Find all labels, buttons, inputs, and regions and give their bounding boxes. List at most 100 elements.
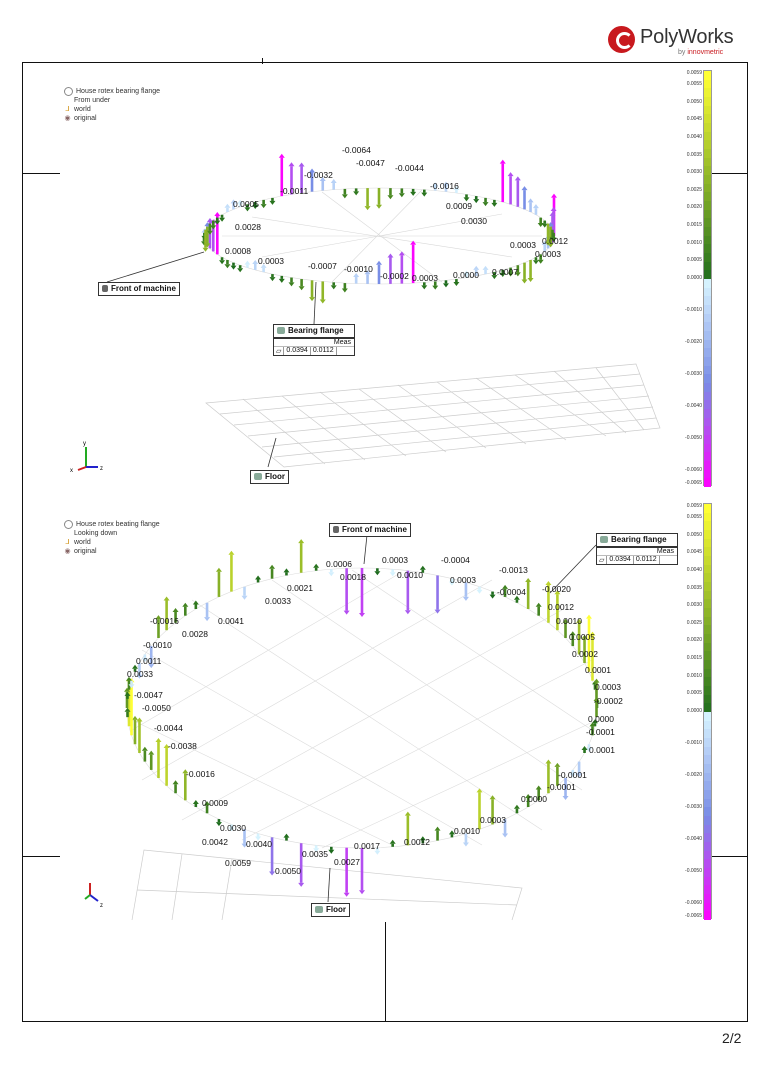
deviation-arrow-head xyxy=(364,206,371,211)
value-label: -0.0044 xyxy=(395,163,424,173)
deviation-arrow-head xyxy=(593,678,600,683)
deviation-arrow-head xyxy=(527,278,534,282)
top-value-labels: -0.0064 -0.0047 -0.0044 -0.0032 -0.0016 … xyxy=(225,145,568,283)
ring-grid xyxy=(126,567,598,849)
value-label: 0.0010 xyxy=(556,616,582,626)
deviation-arrow-head xyxy=(192,799,199,804)
deviation-arrow-head xyxy=(244,207,251,212)
scale-label: 0.0010 xyxy=(686,672,702,679)
deviation-arrow-head xyxy=(527,198,534,203)
scale-cell xyxy=(704,409,711,419)
deviation-arrow-head xyxy=(219,217,226,222)
value-label: 0.0005 xyxy=(233,199,259,209)
scale-cell xyxy=(704,902,711,912)
value-label: 0.0033 xyxy=(127,669,153,679)
value-label: 0.0000 xyxy=(453,270,479,280)
deviation-arrow-head xyxy=(215,567,222,572)
scale-cell xyxy=(704,876,711,886)
polyworks-logo-icon xyxy=(608,26,635,53)
value-label: 0.0030 xyxy=(461,216,487,226)
deviation-arrow-head xyxy=(132,664,139,669)
deviation-arrow-head xyxy=(328,849,335,854)
scale-cell xyxy=(704,391,711,401)
deviation-arrow-head xyxy=(237,268,244,273)
scale-cell xyxy=(704,616,711,626)
scale-label: 0.0025 xyxy=(686,619,702,626)
legend-item: House rotex bearing flange xyxy=(64,87,160,96)
meas-header: Meas xyxy=(656,548,674,555)
scale-cell xyxy=(704,175,711,185)
scale-cell xyxy=(704,590,711,600)
scale-cell xyxy=(704,201,711,211)
deviation-arrow-head xyxy=(535,785,542,790)
scale-cell xyxy=(704,88,711,98)
scale-cell xyxy=(704,790,711,800)
deviation-arrow-head xyxy=(298,882,305,887)
scale-cell xyxy=(704,703,711,713)
deviation-arrow-head xyxy=(359,890,365,895)
value-label: 0.0028 xyxy=(235,222,261,232)
point-icon xyxy=(102,285,108,293)
deviation-arrow-head xyxy=(532,204,539,209)
deviation-arrow-head xyxy=(364,270,371,275)
value-label: 0.0005 xyxy=(569,632,595,642)
scale-cell xyxy=(704,729,711,739)
deviation-arrow-head xyxy=(581,634,588,639)
deviation-arrow-head xyxy=(172,780,179,785)
value-label: -0.0016 xyxy=(186,769,215,779)
leader-line xyxy=(327,867,331,903)
deviation-arrow-head xyxy=(499,272,506,277)
flatness-icon: ▱ xyxy=(274,347,285,355)
scale-label: 0.0035 xyxy=(686,151,702,158)
axes-icon: ⅃ xyxy=(65,106,70,113)
scale-label: -0.0065 xyxy=(685,480,702,486)
meas-header-row: Meas xyxy=(274,339,354,347)
deviation-arrow-head xyxy=(491,202,498,207)
value-label: -0.0032 xyxy=(304,170,333,180)
deviation-arrow-head xyxy=(387,253,394,258)
scale-label: -0.0065 xyxy=(685,913,702,919)
scale-cell xyxy=(704,461,711,471)
logo-name: PolyWorks xyxy=(640,26,734,48)
top-scale-labels: 0.0059 0.0055 0.0050 0.0045 0.0040 0.0035 0.00… xyxy=(640,70,702,486)
scale-cell xyxy=(704,816,711,826)
deviation-arrow-head xyxy=(554,762,561,767)
scale-cell xyxy=(704,149,711,159)
scale-cell xyxy=(704,79,711,89)
value-label: 0.0021 xyxy=(287,583,313,593)
scale-cell xyxy=(704,582,711,592)
scale-cell xyxy=(704,573,711,583)
deviation-arrow-head xyxy=(136,717,143,722)
scale-cell xyxy=(704,772,711,782)
logo-brand: innovmetric xyxy=(687,49,724,56)
scale-cell xyxy=(704,426,711,436)
meas-table: Meas ▱ 0.0394 0.0112 xyxy=(596,547,678,565)
meas-table: Meas ▱ 0.0394 0.0112 xyxy=(273,338,355,356)
deviation-arrow-head xyxy=(228,827,235,832)
deviation-arrow-head xyxy=(473,199,480,204)
page-number: 2/2 xyxy=(722,1030,742,1046)
deviation-arrow-head xyxy=(298,162,305,167)
deviation-arrow-head xyxy=(202,247,209,252)
value-label: -0.0010 xyxy=(344,264,373,274)
scale-cell xyxy=(704,114,711,124)
value-label: -0.0004 xyxy=(497,587,526,597)
deviation-arrow-head xyxy=(260,263,267,268)
value-label: 0.0042 xyxy=(202,837,228,847)
deviation-arrow-head xyxy=(576,618,583,623)
deviation-arrow-head xyxy=(269,277,276,282)
deviation-arrow-head xyxy=(525,578,532,583)
leader-line xyxy=(313,281,317,325)
value-label: 0.0003 xyxy=(382,555,408,565)
deviation-arrow-head xyxy=(569,631,576,636)
scale-label: -0.0040 xyxy=(685,836,702,842)
deviation-arrow-head xyxy=(126,676,133,681)
deviation-arrow-head xyxy=(132,715,139,720)
legend-view: Looking down xyxy=(74,530,118,537)
value-label: 0.0012 xyxy=(404,837,430,847)
scale-label: -0.0060 xyxy=(685,900,702,906)
deviation-arrow-head xyxy=(507,172,514,177)
scale-cell xyxy=(704,668,711,678)
scale-label: 0.0005 xyxy=(686,257,702,264)
deviation-arrow-head xyxy=(545,580,552,585)
